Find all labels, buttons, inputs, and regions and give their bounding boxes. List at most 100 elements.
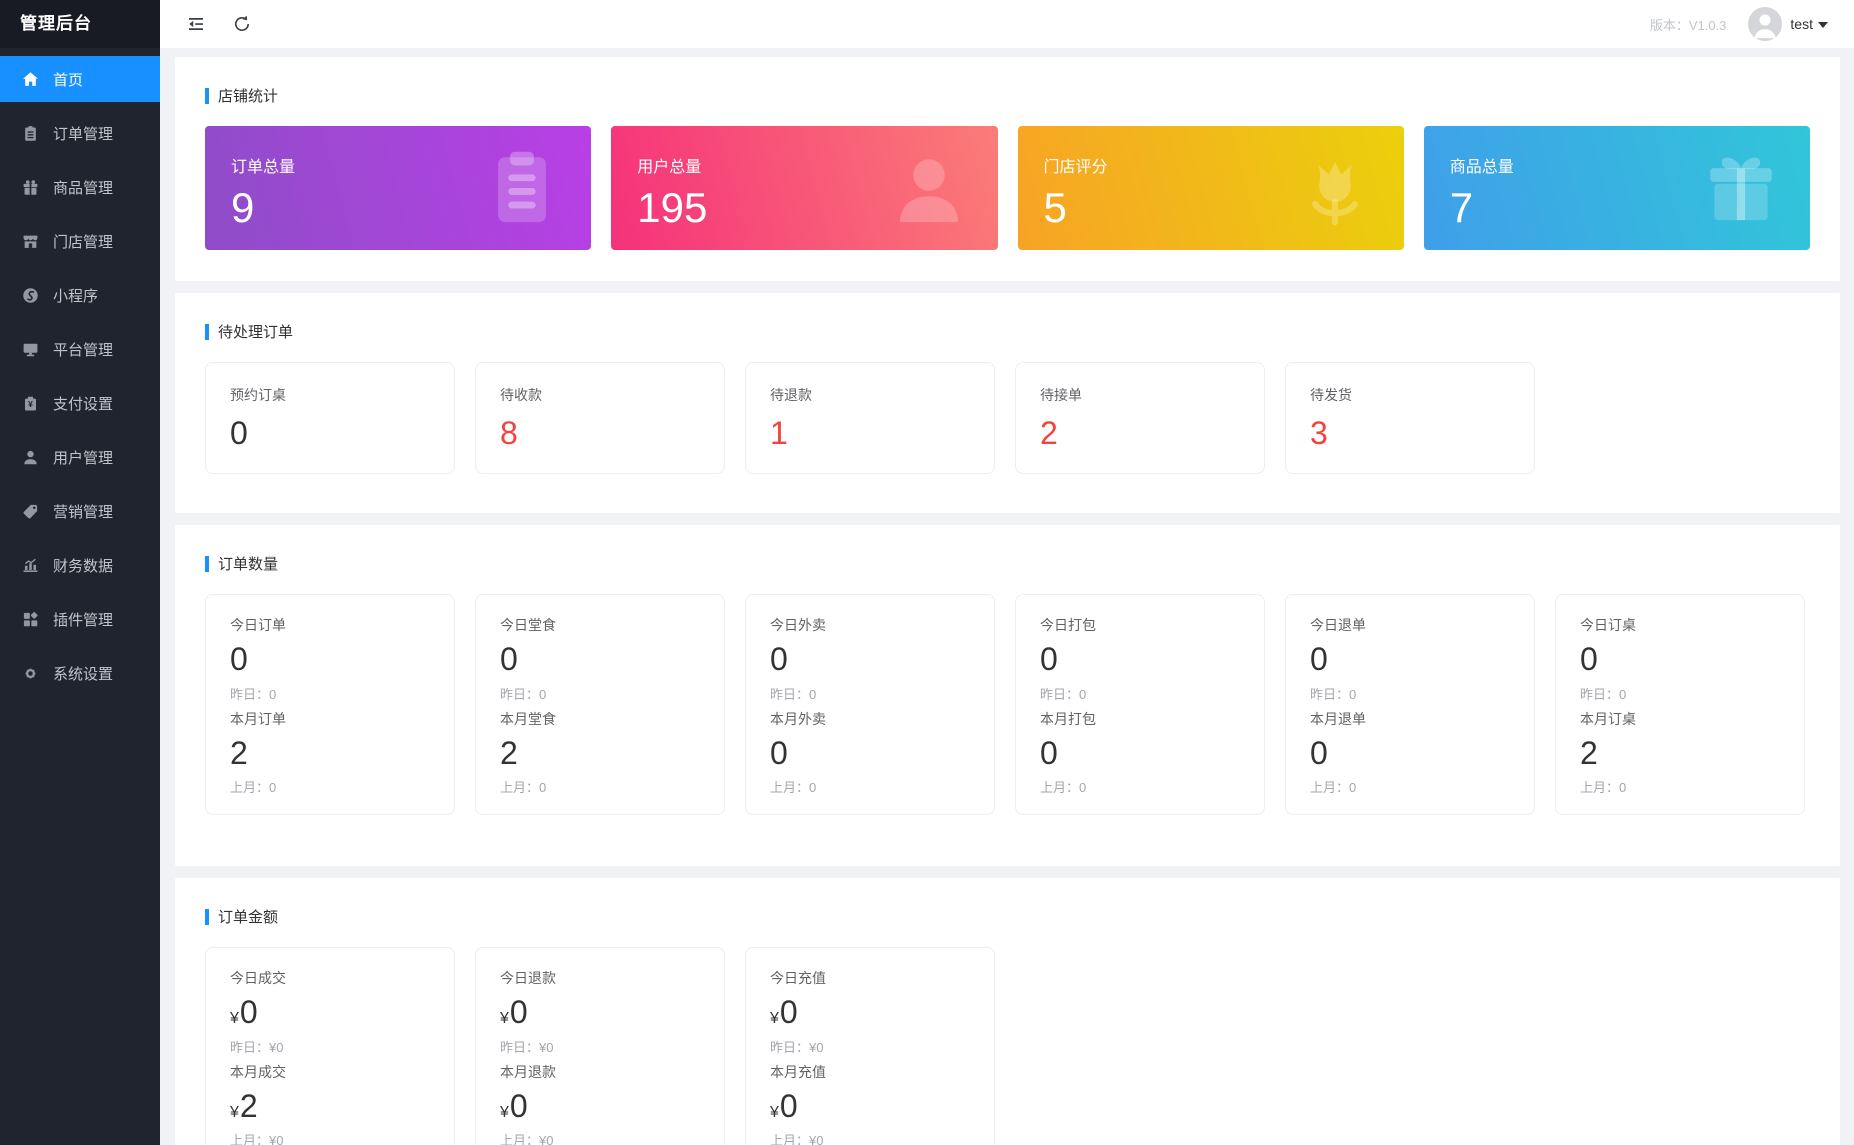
count-card-today-takeout: 今日外卖 0 昨日：0 本月外卖 0 上月：0 bbox=[745, 594, 995, 815]
month-value: 2 bbox=[500, 734, 518, 771]
section-title: 订单数量 bbox=[205, 553, 1810, 574]
card-value: 3 bbox=[1310, 415, 1328, 451]
marketing-icon bbox=[22, 503, 39, 520]
month-value: 2 bbox=[1580, 734, 1598, 771]
card-label: 今日堂食 bbox=[500, 617, 556, 633]
count-card-today-packaged: 今日打包 0 昨日：0 本月打包 0 上月：0 bbox=[1015, 594, 1265, 815]
sidebar-item-home[interactable]: 首页 bbox=[0, 56, 160, 102]
sidebar-item-label: 订单管理 bbox=[53, 125, 114, 143]
sidebar-item-label: 插件管理 bbox=[53, 611, 114, 629]
sidebar-item-label: 用户管理 bbox=[53, 449, 114, 467]
user-icon bbox=[22, 449, 39, 466]
yesterday-value: 昨日：0 bbox=[230, 686, 277, 702]
month-label: 本月充值 bbox=[770, 1063, 826, 1080]
month-label: 本月订单 bbox=[230, 710, 286, 727]
sidebar-item-label: 支付设置 bbox=[53, 395, 114, 413]
pending-card-awaiting-accept: 待接单 2 bbox=[1015, 362, 1265, 474]
last-month-value: 上月：0 bbox=[770, 780, 817, 796]
pending-card-awaiting-shipment: 待发货 3 bbox=[1285, 362, 1535, 474]
clipboard-icon bbox=[481, 147, 563, 229]
sidebar-item-settings[interactable]: 系统设置 bbox=[0, 650, 160, 696]
sidebar-item-label: 首页 bbox=[53, 71, 84, 89]
month-label: 本月外卖 bbox=[770, 710, 826, 727]
card-value: 0 bbox=[770, 641, 788, 677]
chevron-down-icon bbox=[1818, 22, 1828, 28]
yesterday-value: 昨日：¥0 bbox=[500, 1039, 554, 1055]
order-icon bbox=[22, 125, 39, 142]
count-card-today-returns: 今日退单 0 昨日：0 本月退单 0 上月：0 bbox=[1285, 594, 1535, 815]
amount-card-today-topups: 今日充值 ¥0 昨日：¥0 本月充值 ¥0 上月：¥0 bbox=[745, 947, 995, 1145]
section-title-text: 店铺统计 bbox=[218, 88, 279, 105]
last-month-value: 上月：¥0 bbox=[770, 1133, 824, 1145]
stat-card-total-users: 用户总量 195 bbox=[611, 126, 998, 250]
currency-symbol: ¥ bbox=[230, 1103, 239, 1121]
card-value: 0 bbox=[500, 641, 518, 677]
card-label: 今日打包 bbox=[1040, 617, 1096, 633]
version-label: 版本：V1.0.3 bbox=[1649, 17, 1727, 33]
card-label: 今日退单 bbox=[1310, 617, 1366, 633]
sidebar-item-users[interactable]: 用户管理 bbox=[0, 434, 160, 480]
topbar-right: 版本：V1.0.3 test bbox=[1650, 7, 1828, 41]
sidebar-menu: 首页 订单管理 商品管理 门店管理 小程序 平台管理 bbox=[0, 48, 160, 704]
app-title: 管理后台 bbox=[0, 0, 160, 48]
sidebar-item-orders[interactable]: 订单管理 bbox=[0, 110, 160, 156]
month-value: ¥0 bbox=[770, 1089, 994, 1124]
gift-icon bbox=[1700, 147, 1782, 229]
store-icon bbox=[22, 233, 39, 250]
payment-icon: ¥ bbox=[22, 395, 39, 412]
month-label: 本月成交 bbox=[230, 1063, 286, 1080]
stat-value: 195 bbox=[637, 184, 708, 231]
refresh-icon[interactable] bbox=[232, 14, 252, 34]
sidebar-item-label: 小程序 bbox=[53, 287, 99, 305]
section-title-text: 订单金额 bbox=[218, 909, 279, 926]
sidebar-item-miniprogram[interactable]: 小程序 bbox=[0, 272, 160, 318]
user-menu[interactable]: test bbox=[1748, 7, 1828, 41]
sidebar-item-platform[interactable]: 平台管理 bbox=[0, 326, 160, 372]
card-label: 今日订单 bbox=[230, 617, 286, 633]
sidebar-item-stores[interactable]: 门店管理 bbox=[0, 218, 160, 264]
sidebar-item-payment[interactable]: ¥ 支付设置 bbox=[0, 380, 160, 426]
month-value: 0 bbox=[770, 734, 788, 771]
avatar bbox=[1748, 7, 1783, 41]
dashboard-content: 店铺统计 订单总量 9 用户总量 195 bbox=[160, 48, 1854, 1145]
card-value: 0 bbox=[230, 415, 248, 451]
card-label: 待接单 bbox=[1040, 387, 1082, 403]
sidebar-item-label: 平台管理 bbox=[53, 341, 114, 359]
username: test bbox=[1790, 16, 1813, 32]
order-amount-cards: 今日成交 ¥0 昨日：¥0 本月成交 ¥2 上月：¥0 今日退款 ¥0 昨日：¥… bbox=[205, 947, 1810, 1145]
pending-cards: 预约订桌 0 待收款 8 待退款 1 待接单 2 bbox=[205, 362, 1810, 474]
card-label: 待退款 bbox=[770, 387, 812, 403]
yesterday-value: 昨日：0 bbox=[1310, 686, 1357, 702]
amount-card-today-refunds: 今日退款 ¥0 昨日：¥0 本月退款 ¥0 上月：¥0 bbox=[475, 947, 725, 1145]
last-month-value: 上月：¥0 bbox=[230, 1133, 284, 1145]
card-value: ¥0 bbox=[770, 995, 994, 1030]
title-accent-bar bbox=[205, 908, 209, 925]
sidebar-item-marketing[interactable]: 营销管理 bbox=[0, 488, 160, 534]
stat-card-total-orders: 订单总量 9 bbox=[205, 126, 592, 250]
last-month-value: 上月：0 bbox=[1040, 780, 1087, 796]
month-label: 本月订桌 bbox=[1580, 710, 1636, 727]
yesterday-value: 昨日：0 bbox=[500, 686, 547, 702]
shop-stats-panel: 店铺统计 订单总量 9 用户总量 195 bbox=[175, 57, 1840, 281]
yesterday-value: 昨日：0 bbox=[1040, 686, 1087, 702]
last-month-value: 上月：0 bbox=[500, 780, 547, 796]
last-month-value: 上月：0 bbox=[1310, 780, 1357, 796]
sidebar-item-finance[interactable]: 财务数据 bbox=[0, 542, 160, 588]
platform-icon bbox=[22, 341, 39, 358]
stat-value: 9 bbox=[231, 184, 255, 231]
collapse-sidebar-icon[interactable] bbox=[186, 14, 206, 34]
pending-orders-panel: 待处理订单 预约订桌 0 待收款 8 待退款 1 bbox=[175, 293, 1840, 513]
title-accent-bar bbox=[205, 323, 209, 340]
card-label: 今日退款 bbox=[500, 970, 556, 986]
plugin-icon bbox=[22, 611, 39, 628]
amount-value: 2 bbox=[239, 1087, 258, 1124]
section-title: 待处理订单 bbox=[205, 321, 1810, 342]
card-label: 今日订桌 bbox=[1580, 617, 1636, 633]
sidebar-item-goods[interactable]: 商品管理 bbox=[0, 164, 160, 210]
amount-card-today-sales: 今日成交 ¥0 昨日：¥0 本月成交 ¥2 上月：¥0 bbox=[205, 947, 455, 1145]
sidebar-item-plugins[interactable]: 插件管理 bbox=[0, 596, 160, 642]
month-value: ¥2 bbox=[230, 1087, 454, 1124]
currency-symbol: ¥ bbox=[770, 1010, 779, 1027]
stat-label: 商品总量 bbox=[1449, 159, 1514, 176]
stat-label: 门店评分 bbox=[1043, 159, 1108, 176]
